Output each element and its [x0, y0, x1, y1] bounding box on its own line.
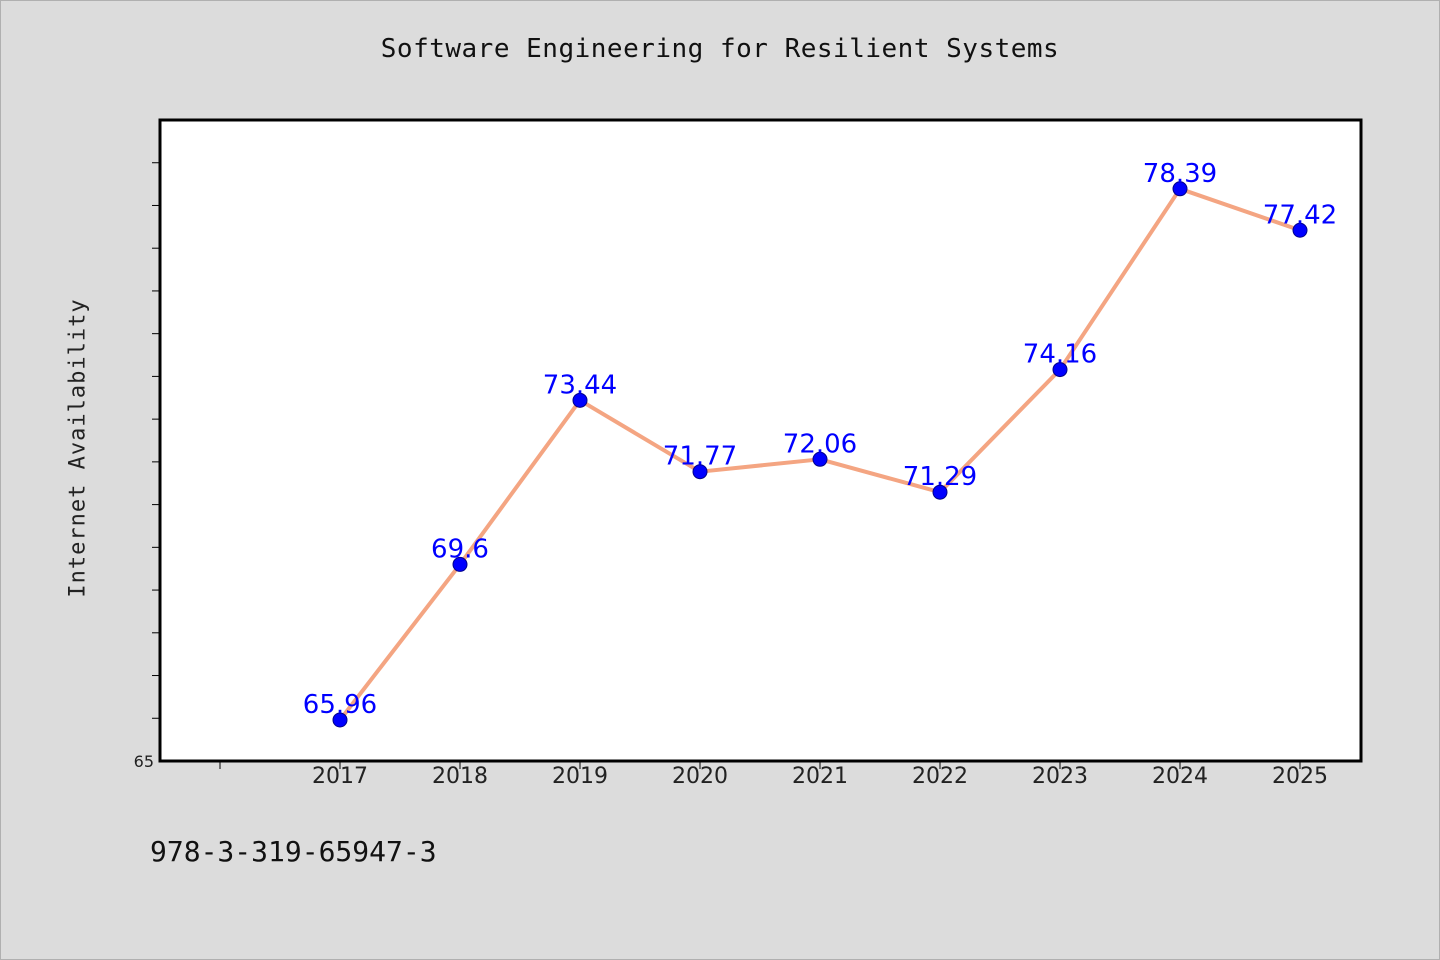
data-label: 65.96 [303, 690, 377, 720]
data-label: 72.06 [783, 429, 857, 459]
data-point [452, 556, 468, 572]
data-point [932, 484, 948, 500]
chart-title: Software Engineering for Resilient Syste… [380, 34, 1060, 64]
x-tick-label: 2023 [1032, 764, 1088, 789]
x-tick-label: 2017 [312, 764, 368, 789]
x-tick-label: 2019 [552, 764, 608, 789]
data-label: 71.29 [903, 462, 977, 492]
data-point [812, 451, 828, 467]
data-label: 71.77 [663, 442, 737, 472]
plot-border [158, 118, 1363, 763]
footer-code: 978-3-319-65947-3 [150, 835, 437, 868]
data-point [1292, 222, 1308, 238]
data-label: 73.44 [543, 370, 617, 400]
data-point [332, 712, 348, 728]
data-point [1052, 362, 1068, 378]
x-tick-label: 2025 [1272, 764, 1328, 789]
y-tick-label: 65 [134, 752, 154, 771]
x-tick-label: 2021 [792, 764, 848, 789]
x-tick-label: 2022 [912, 764, 968, 789]
data-point [1172, 181, 1188, 197]
data-point [692, 464, 708, 480]
data-label: 74.16 [1023, 340, 1097, 370]
data-label: 78.39 [1143, 159, 1217, 189]
plot-area [160, 120, 1361, 761]
data-point [572, 392, 588, 408]
data-label: 77.42 [1263, 200, 1337, 230]
data-label: 69.6 [431, 534, 489, 564]
x-tick-label: 2020 [672, 764, 728, 789]
x-tick-label: 2024 [1152, 764, 1208, 789]
x-tick-label: 2018 [432, 764, 488, 789]
